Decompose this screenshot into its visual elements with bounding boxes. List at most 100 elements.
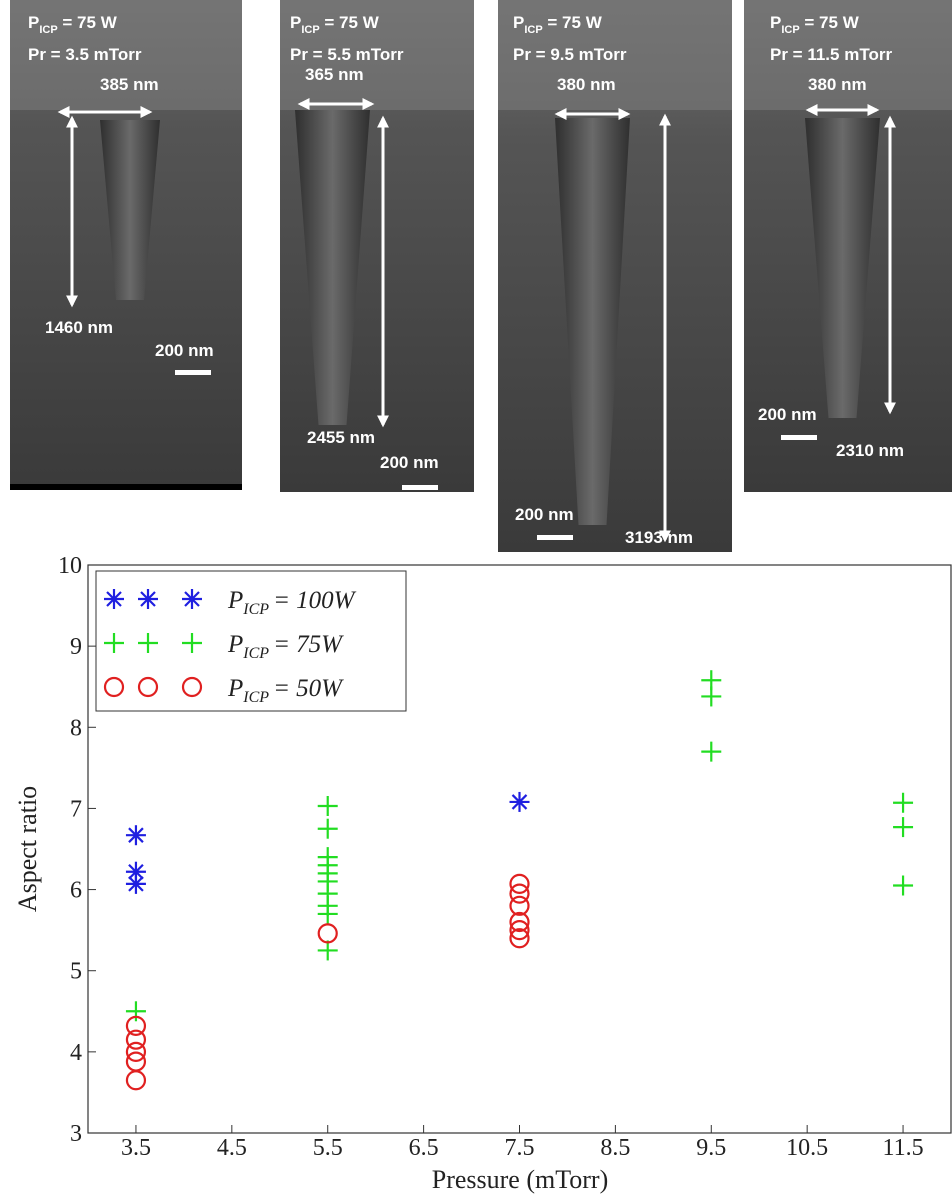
- marker-shape: [317, 923, 338, 944]
- x-tick-label: 8.5: [600, 1135, 630, 1161]
- marker-circle: [509, 873, 530, 894]
- y-tick-label: 9: [70, 634, 82, 660]
- marker-circle: [509, 920, 530, 941]
- width-label: 385 nm: [100, 75, 159, 94]
- marker-shape: [509, 911, 530, 933]
- marker-shape: [106, 591, 122, 607]
- marker-plus: [125, 1001, 146, 1022]
- sem-top-layer: [280, 0, 474, 110]
- scale-bar: [402, 485, 438, 490]
- y-tick-label: 3: [70, 1121, 82, 1147]
- marker-asterisk: [182, 589, 202, 609]
- marker-circle: [125, 1070, 147, 1091]
- power-subscript: ICP: [39, 24, 57, 36]
- marker-shape: [509, 883, 530, 904]
- x-tick-label: 9.5: [696, 1135, 726, 1161]
- marker-plus: [317, 903, 338, 924]
- power-value: = 75 W: [58, 13, 118, 32]
- marker-circle: [137, 676, 159, 698]
- power-subscript: ICP: [524, 24, 542, 36]
- marker-shape: [140, 591, 156, 607]
- sem-top-layer: [744, 0, 952, 110]
- marker-plus: [317, 795, 338, 816]
- marker-shape: [128, 827, 144, 843]
- trench: [555, 118, 630, 525]
- marker-plus: [893, 792, 914, 813]
- legend-label: PICP = 75W: [227, 631, 344, 662]
- marker-circle: [509, 928, 530, 949]
- scale-bar: [175, 370, 211, 375]
- marker-circle: [125, 1015, 147, 1036]
- trench: [295, 110, 370, 425]
- power-symbol: P: [770, 13, 781, 32]
- legend-label: PICP = 50W: [227, 675, 344, 706]
- marker-asterisk: [125, 825, 146, 846]
- marker-shape: [184, 591, 200, 607]
- marker-shape: [509, 873, 530, 894]
- sem-top-layer: [10, 0, 242, 110]
- pressure-label: Pr = 3.5 mTorr: [28, 45, 142, 64]
- scale-bar: [537, 535, 573, 540]
- marker-asterisk: [125, 873, 146, 894]
- power-subscript: ICP: [781, 24, 799, 36]
- trench: [100, 120, 160, 300]
- legend-symbol: P: [227, 675, 243, 702]
- marker-shape: [128, 876, 144, 892]
- legend-subscript: ICP: [242, 645, 269, 662]
- marker-shape: [509, 895, 530, 916]
- x-tick-label: 4.5: [217, 1135, 247, 1161]
- x-tick-label: 5.5: [313, 1135, 343, 1161]
- y-tick-label: 4: [70, 1040, 82, 1066]
- marker-shape: [125, 1029, 147, 1050]
- x-tick-label: 6.5: [409, 1135, 439, 1161]
- marker-asterisk: [104, 589, 124, 609]
- pressure-label: Pr = 9.5 mTorr: [513, 45, 627, 64]
- power-symbol: P: [290, 13, 301, 32]
- scale-bar: [781, 435, 817, 440]
- marker-plus: [317, 818, 338, 839]
- marker-shape: [125, 1015, 147, 1036]
- marker-shape: [509, 920, 530, 941]
- marker-shape: [103, 676, 125, 698]
- x-tick-label: 10.5: [786, 1135, 828, 1161]
- marker-circle: [103, 676, 125, 698]
- width-label: 380 nm: [808, 75, 867, 94]
- power-value: = 75 W: [543, 13, 603, 32]
- marker-plus: [182, 633, 202, 653]
- power-label: PICP = 75 W: [28, 13, 118, 36]
- marker-circle: [317, 923, 338, 944]
- power-label: PICP = 75 W: [290, 13, 380, 36]
- sem-top-layer: [498, 0, 732, 110]
- marker-circle: [509, 895, 530, 916]
- marker-circle: [509, 911, 530, 933]
- marker-shape: [137, 676, 159, 698]
- marker-circle: [125, 1041, 147, 1062]
- legend-name: = 75W: [273, 631, 344, 658]
- x-tick-label: 3.5: [121, 1135, 151, 1161]
- marker-shape: [181, 676, 203, 698]
- width-label: 365 nm: [305, 65, 364, 84]
- marker-plus: [893, 817, 914, 838]
- legend-subscript: ICP: [242, 689, 269, 706]
- depth-label: 2310 nm: [836, 441, 904, 460]
- scale-label: 200 nm: [758, 405, 817, 424]
- depth-label: 1460 nm: [45, 318, 113, 337]
- marker-asterisk: [138, 589, 158, 609]
- scale-label: 200 nm: [155, 341, 214, 360]
- legend-label: PICP = 100W: [227, 587, 357, 618]
- y-tick-label: 5: [70, 959, 82, 985]
- power-label: PICP = 75 W: [770, 13, 860, 36]
- x-tick-label: 7.5: [505, 1135, 535, 1161]
- marker-shape: [125, 1041, 147, 1062]
- marker-plus: [138, 633, 158, 653]
- power-label: PICP = 75 W: [513, 13, 603, 36]
- marker-plus: [893, 875, 914, 896]
- marker-shape: [511, 794, 528, 810]
- power-symbol: P: [513, 13, 524, 32]
- scale-label: 200 nm: [380, 453, 439, 472]
- x-tick-label: 11.5: [883, 1135, 924, 1161]
- x-axis-label: Pressure (mTorr): [432, 1165, 609, 1194]
- power-symbol: P: [28, 13, 39, 32]
- marker-asterisk: [509, 791, 530, 812]
